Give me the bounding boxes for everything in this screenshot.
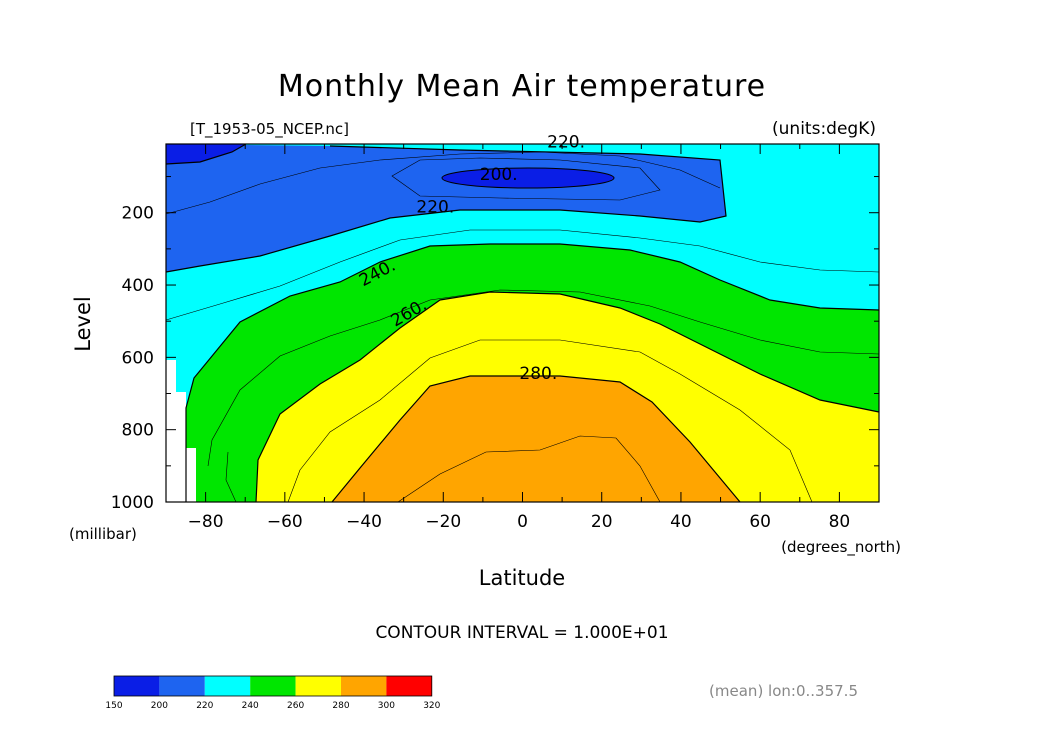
y-tick-label: 1000 xyxy=(111,493,154,513)
contour-label: 280. xyxy=(519,364,557,384)
colorbar-label: 260 xyxy=(287,701,304,711)
colorbar-label: 300 xyxy=(378,701,395,711)
colorbar-label: 240 xyxy=(242,701,259,711)
units-label: (units:degK) xyxy=(772,119,876,139)
y-tick-label: 200 xyxy=(122,204,154,224)
colorbar-label: 320 xyxy=(423,701,440,711)
colorbar: 150 200 220 240 260 280 300 320 xyxy=(105,675,441,711)
band-280-300 xyxy=(332,376,740,502)
colorbar-swatch xyxy=(295,676,341,696)
dataset-label: [T_1953-05_NCEP.nc] xyxy=(190,120,349,139)
x-axis: −80 −60 −40 −20 0 20 40 60 80 xyxy=(165,144,880,532)
colorbar-swatch xyxy=(386,676,432,696)
colorbar-label: 220 xyxy=(196,701,213,711)
missing-data xyxy=(166,360,196,502)
contour-lines-major xyxy=(165,143,880,503)
colorbar-swatch xyxy=(159,676,205,696)
footnote: (mean) lon:0..357.5 xyxy=(709,682,858,700)
x-tick-label: −20 xyxy=(425,512,461,532)
chart-title: Monthly Mean Air temperature xyxy=(278,69,766,104)
colorbar-label: 280 xyxy=(332,701,349,711)
contour-label: 200. xyxy=(480,165,518,185)
x-tick-label: 40 xyxy=(670,512,692,532)
colorbar-swatch xyxy=(250,676,296,696)
x-tick-label: 20 xyxy=(591,512,613,532)
x-tick-label: 80 xyxy=(829,512,851,532)
x-tick-label: 0 xyxy=(517,512,528,532)
y-axis-title: Level xyxy=(71,296,95,351)
x-axis-title: Latitude xyxy=(479,566,565,590)
x-tick-label: −80 xyxy=(188,512,224,532)
y-units-label: (millibar) xyxy=(69,525,137,543)
contour-label: 220. xyxy=(547,133,585,153)
y-axis: 200 400 600 800 1000 xyxy=(111,176,879,513)
y-tick-label: 600 xyxy=(122,348,154,368)
y-tick-label: 400 xyxy=(122,276,154,296)
colorbar-frame xyxy=(113,675,433,697)
x-tick-label: 60 xyxy=(749,512,771,532)
colorbar-label: 150 xyxy=(105,701,122,711)
band-150-200-core xyxy=(441,167,615,189)
x-tick-label: −40 xyxy=(346,512,382,532)
colorbar-swatch xyxy=(341,676,387,696)
x-tick-label: −60 xyxy=(267,512,303,532)
contour-interval-label: CONTOUR INTERVAL = 1.000E+01 xyxy=(375,623,668,643)
x-units-label: (degrees_north) xyxy=(781,538,901,557)
colorbar-swatch xyxy=(114,676,160,696)
colorbar-label: 200 xyxy=(151,701,168,711)
colorbar-swatch xyxy=(204,676,251,696)
contour-lines-minor xyxy=(165,151,880,503)
y-tick-label: 800 xyxy=(122,421,154,441)
contour-label: 220. xyxy=(416,198,454,218)
